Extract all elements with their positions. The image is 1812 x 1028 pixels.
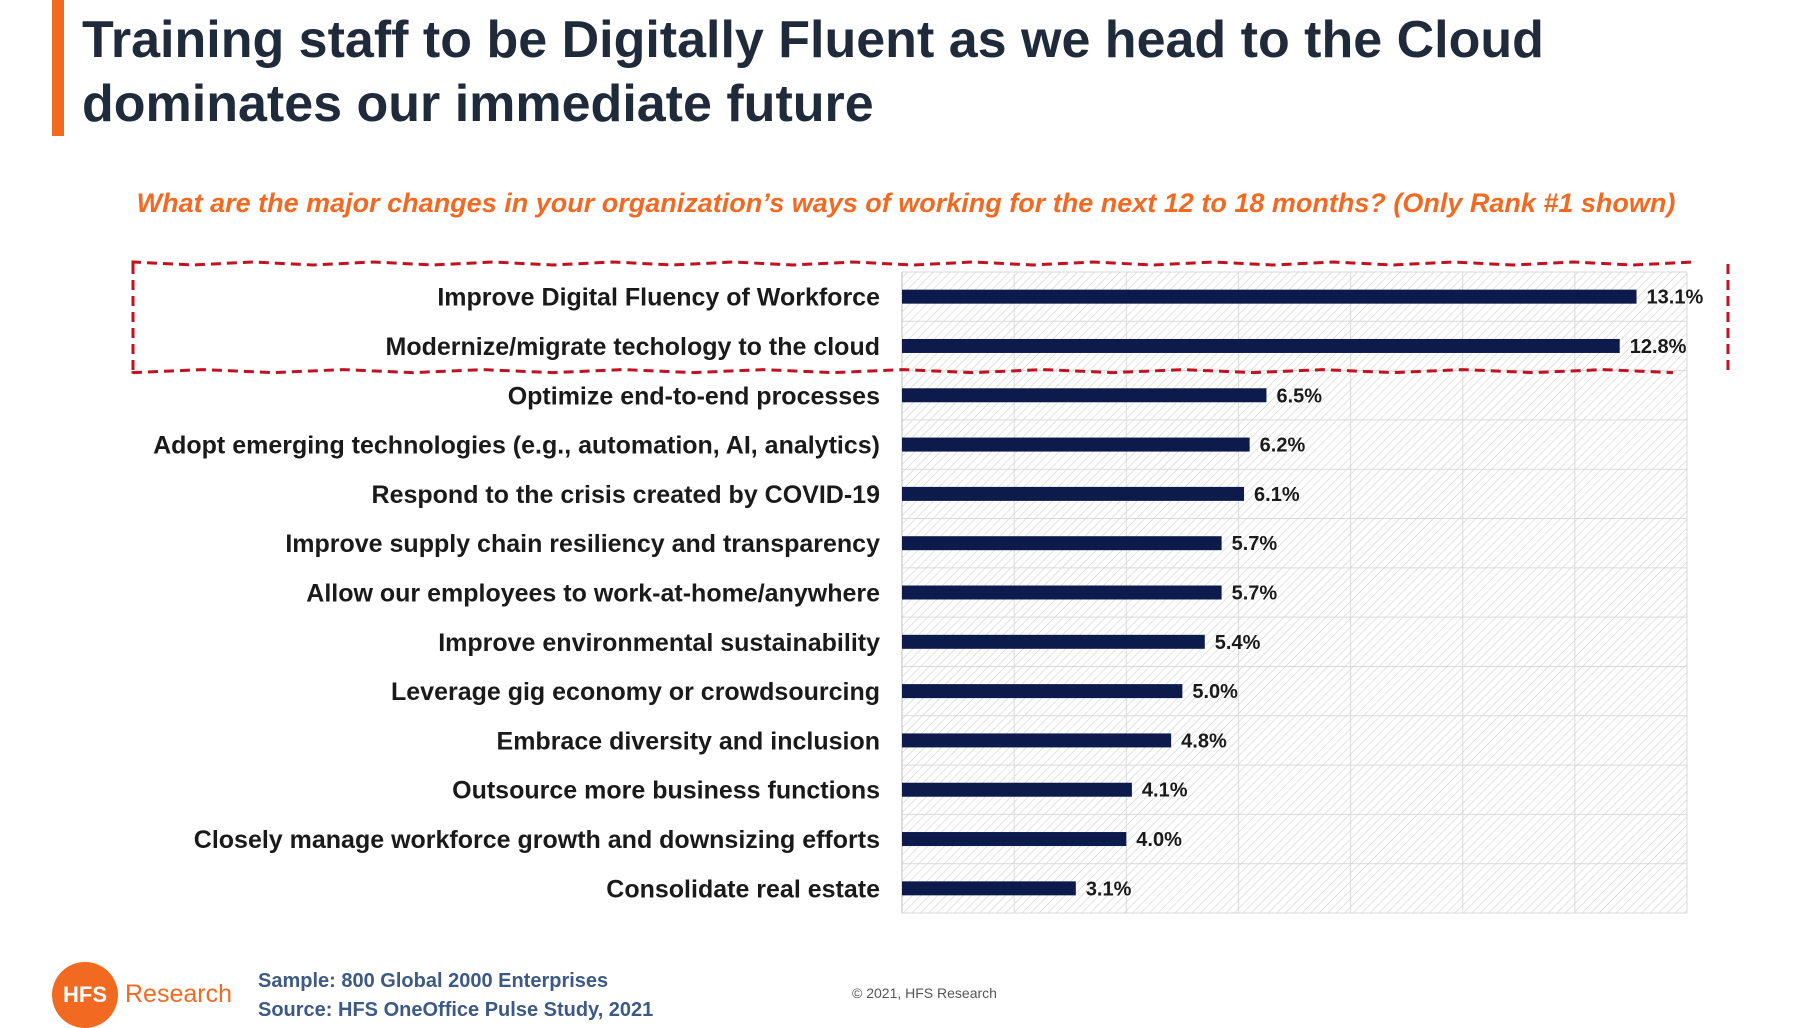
hfs-logo-text: HFS [63, 982, 107, 1007]
copyright: © 2021, HFS Research [852, 985, 997, 1001]
data-label: 3.1% [1086, 878, 1132, 900]
category-label: Embrace diversity and inclusion [497, 727, 880, 755]
data-label: 4.1% [1142, 780, 1188, 802]
bar [902, 881, 1076, 896]
bar [902, 289, 1637, 304]
data-label: 5.7% [1232, 533, 1278, 555]
highlight-border-bottom [131, 368, 1674, 375]
category-label: Allow our employees to work-at-home/anyw… [306, 580, 880, 608]
category-label: Closely manage workforce growth and down… [194, 826, 880, 854]
source-note: Source: HFS OneOffice Pulse Study, 2021 [258, 999, 654, 1021]
data-label: 6.1% [1254, 484, 1300, 506]
data-label: 5.4% [1215, 632, 1261, 654]
data-label: 4.0% [1136, 829, 1182, 851]
page-title: Training staff to be Digitally Fluent as… [82, 11, 1544, 133]
title-accent-bar [52, 0, 64, 136]
data-label: 4.8% [1181, 730, 1227, 752]
category-label: Improve supply chain resiliency and tran… [285, 530, 880, 558]
category-label: Respond to the crisis created by COVID-1… [372, 481, 880, 509]
data-label: 5.0% [1192, 681, 1238, 703]
bar [902, 437, 1250, 452]
bar [902, 733, 1172, 748]
bar [902, 684, 1183, 699]
hfs-logo-icon [52, 962, 118, 1028]
category-label: Modernize/migrate techology to the cloud [386, 333, 880, 361]
bar [902, 585, 1222, 600]
data-label: 6.5% [1276, 385, 1322, 407]
sample-note: Sample: 800 Global 2000 Enterprises [258, 970, 609, 992]
bar [902, 486, 1245, 501]
chart-question-subtitle: What are the major changes in your organ… [136, 188, 1676, 218]
category-label: Adopt emerging technologies (e.g., autom… [153, 432, 880, 460]
category-label: Consolidate real estate [606, 875, 880, 903]
data-label: 12.8% [1630, 336, 1687, 358]
data-label: 5.7% [1232, 583, 1278, 605]
data-label: 13.1% [1647, 287, 1704, 309]
bar [902, 782, 1132, 797]
category-label: Optimize end-to-end processes [508, 382, 880, 410]
category-label: Outsource more business functions [452, 777, 880, 805]
category-label: Improve Digital Fluency of Workforce [437, 284, 880, 312]
category-label: Leverage gig economy or crowdsourcing [391, 678, 880, 706]
bar [902, 832, 1127, 847]
bar [902, 634, 1205, 649]
bar [902, 536, 1222, 551]
bar-chart: 13.1% Improve Digital Fluency of Workforc… [131, 260, 1730, 914]
highlight-border-top [131, 260, 1694, 267]
bar [902, 388, 1267, 403]
brand-name: Research [125, 980, 232, 1008]
category-label: Improve environmental sustainability [438, 629, 880, 657]
bar [902, 338, 1620, 353]
data-label: 6.2% [1260, 435, 1306, 457]
